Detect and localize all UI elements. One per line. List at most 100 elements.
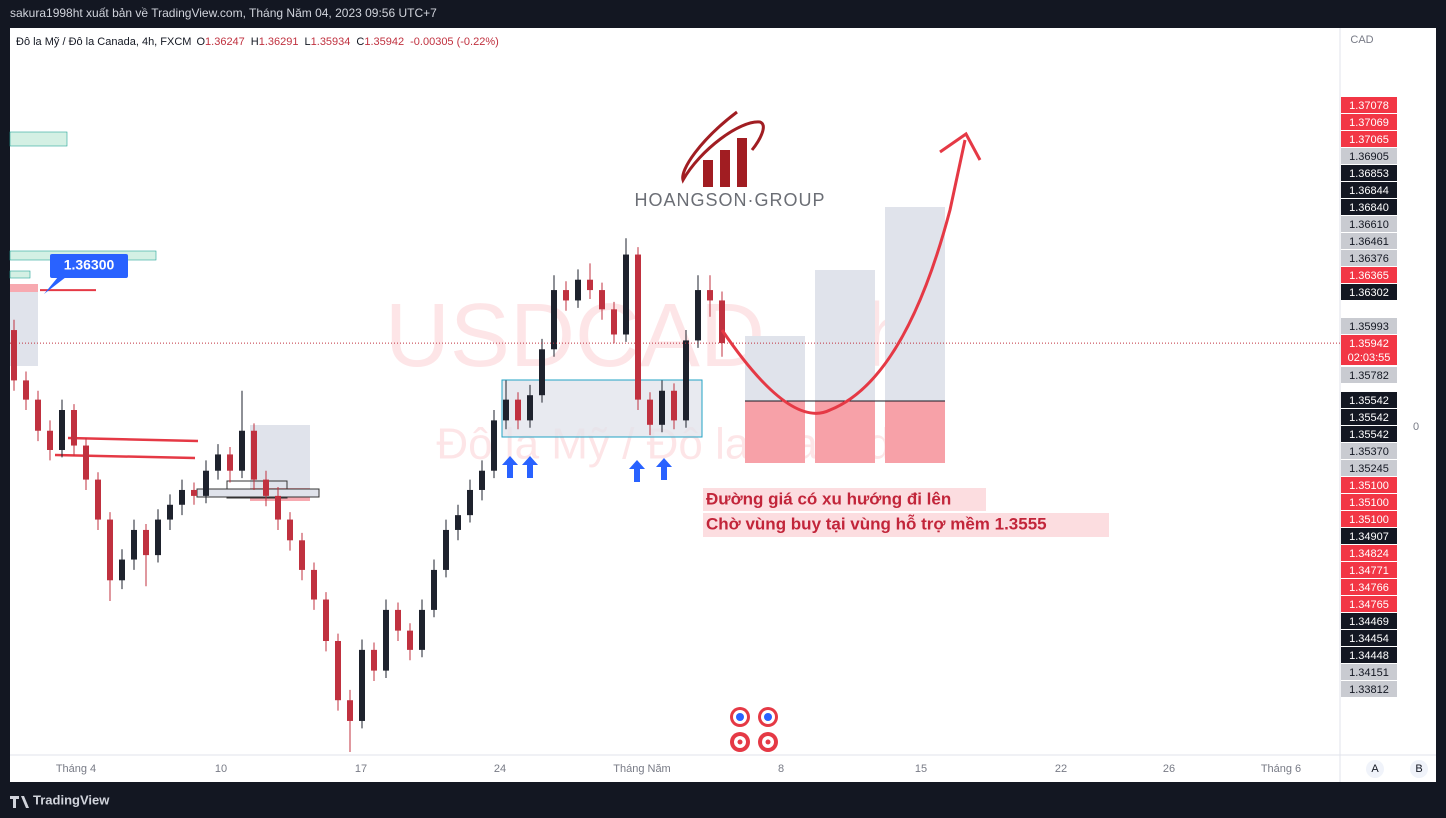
- legend-text: Đô la Mỹ / Đô la Canada, 4h, FXCM O1.3624…: [16, 36, 499, 48]
- legend-value: 1.35942: [364, 36, 404, 48]
- legend-key: H: [251, 36, 259, 48]
- price-tag: [1341, 511, 1397, 527]
- price-tag-label: 1.37065: [1349, 134, 1389, 146]
- projection-box: [885, 207, 945, 401]
- legend: Đô la Mỹ / Đô la Canada, 4h, FXCM O1.3624…: [16, 36, 499, 48]
- candle-body: [11, 330, 17, 381]
- candle-body: [455, 515, 461, 530]
- annotation: Đường giá có xu hướng đi lên: [706, 489, 951, 508]
- price-tag: [1341, 647, 1397, 663]
- callout-box: [50, 254, 128, 278]
- candle-body: [71, 410, 77, 446]
- price-tag: [1341, 165, 1397, 181]
- candle-body: [443, 529, 449, 570]
- candle-body: [671, 390, 677, 421]
- time-label: 15: [915, 763, 927, 775]
- candle-body: [695, 290, 701, 341]
- level-line: [54, 453, 196, 460]
- price-tag-label: 1.35542: [1349, 412, 1389, 424]
- forecast-arrowhead: [939, 131, 982, 161]
- candle-body: [299, 540, 305, 570]
- legend-symbol: Đô la Mỹ / Đô la Canada, 4h, FXCM: [16, 36, 191, 48]
- price-tag: [1341, 664, 1397, 680]
- logo-text: HOANGSON·GROUP: [634, 190, 825, 210]
- price-tag-label: 1.33812: [1349, 684, 1389, 696]
- price-tag: [1341, 267, 1397, 283]
- price-tag-label: 1.35100: [1349, 480, 1389, 492]
- candle-body: [47, 430, 53, 450]
- price-tag: [1341, 250, 1397, 266]
- price-tag-label: 1.34765: [1349, 599, 1389, 611]
- candle-body: [203, 470, 209, 496]
- time-label: 8: [778, 763, 784, 775]
- candle-body: [335, 640, 341, 701]
- axis-button[interactable]: [1366, 760, 1384, 778]
- candle-body: [419, 609, 425, 650]
- time-label: 26: [1163, 763, 1175, 775]
- zone: [9, 131, 68, 147]
- price-tag-label: 1.35542: [1349, 429, 1389, 441]
- price-tag: [1341, 630, 1397, 646]
- zone: [250, 425, 310, 495]
- price-tag-label: 1.34771: [1349, 565, 1389, 577]
- candle-body: [707, 290, 713, 301]
- candle-body: [503, 399, 509, 421]
- candle-body: [131, 529, 137, 560]
- candle-body: [491, 420, 497, 471]
- candle-body: [275, 495, 281, 520]
- candles: [11, 238, 725, 753]
- price-tag-label: 1.36302: [1349, 287, 1389, 299]
- candle-body: [143, 529, 149, 556]
- price-tag-label: 1.35942: [1349, 338, 1389, 350]
- candle-body: [467, 489, 473, 516]
- level-line: [67, 436, 199, 443]
- price-tag-label: 1.36376: [1349, 253, 1389, 265]
- time-label: 17: [355, 763, 367, 775]
- time-axis: Tháng 4 10 17 24 Tháng Năm 8 15 22 26 Tháng 6: [56, 763, 1301, 775]
- forecast-curve: [720, 139, 967, 415]
- price-tag-label: 1.34766: [1349, 582, 1389, 594]
- candle-body: [551, 290, 557, 350]
- legend-value: 1.36291: [259, 36, 299, 48]
- candle-body: [599, 290, 605, 310]
- price-tag-label: 1.35245: [1349, 463, 1389, 475]
- price-tag: [1341, 426, 1397, 442]
- price-tag: [1341, 443, 1397, 459]
- legend-key: C: [356, 36, 364, 48]
- candle-body: [227, 454, 233, 471]
- price-tag: [1341, 460, 1397, 476]
- price-tag-label: 1.34824: [1349, 548, 1389, 560]
- price-tag-label: 1.36610: [1349, 219, 1389, 231]
- projection-box: [745, 336, 805, 401]
- legend-key: L: [305, 36, 311, 48]
- candle-body: [167, 504, 173, 520]
- price-tag: [1341, 409, 1397, 425]
- candle-body: [407, 630, 413, 650]
- axis-button[interactable]: [1410, 760, 1428, 778]
- price-tag: [1341, 596, 1397, 612]
- footer-logo: [10, 796, 29, 808]
- candle-body: [179, 489, 185, 505]
- price-tag: [1341, 318, 1397, 334]
- price-tag: [1341, 494, 1397, 510]
- axis-zero: 0: [1413, 421, 1419, 433]
- axis-button-label[interactable]: A: [1371, 763, 1379, 775]
- candle-body: [431, 569, 437, 610]
- candle-body: [527, 395, 533, 421]
- candle-body: [719, 300, 725, 344]
- candle-body: [383, 609, 389, 671]
- annotation-bg: [703, 488, 986, 511]
- price-tag: [1341, 216, 1397, 232]
- candle-body: [23, 380, 29, 400]
- candle-body: [155, 519, 161, 556]
- axis-button-label[interactable]: B: [1415, 763, 1422, 775]
- candle-body: [323, 599, 329, 641]
- price-tag: [1341, 131, 1397, 147]
- candle-body: [59, 410, 65, 450]
- candle-body: [83, 445, 89, 480]
- price-tag: [1341, 335, 1397, 365]
- price-tag: [1341, 392, 1397, 408]
- price-tag-label: 1.37069: [1349, 117, 1389, 129]
- logo: [681, 110, 765, 187]
